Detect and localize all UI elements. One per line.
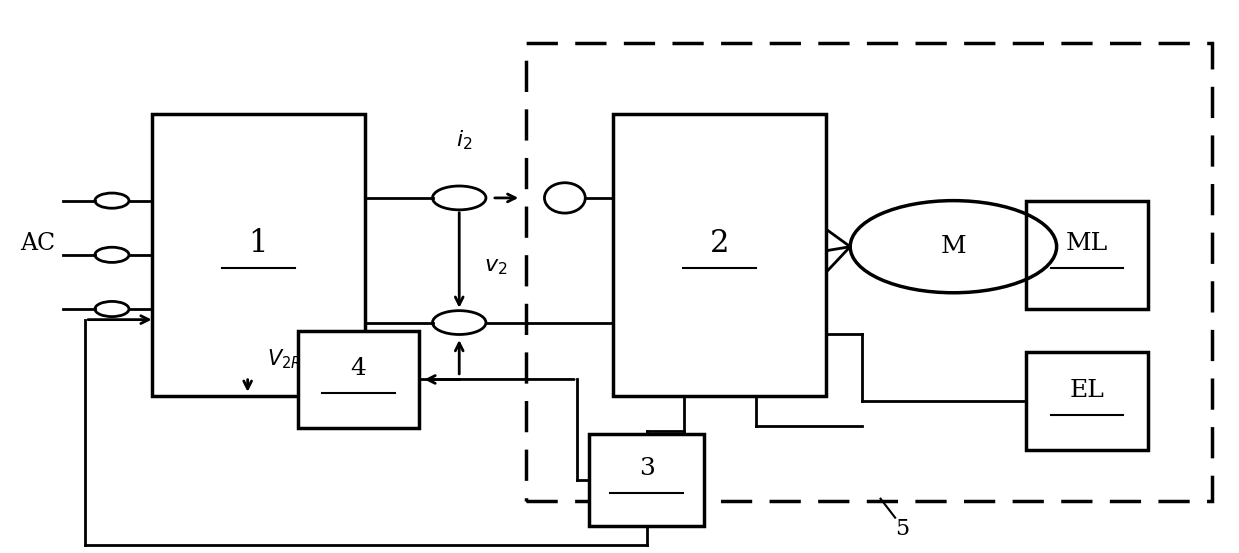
- Bar: [527, 44, 1212, 502]
- Text: AC: AC: [20, 232, 55, 255]
- Text: 4: 4: [351, 357, 367, 380]
- Text: M: M: [940, 235, 966, 258]
- Text: 1: 1: [249, 228, 268, 259]
- Text: $V_{2R}$: $V_{2R}$: [268, 347, 302, 371]
- Text: 3: 3: [639, 457, 654, 481]
- Bar: [152, 114, 364, 396]
- Text: ML: ML: [1066, 232, 1108, 255]
- Text: 2: 2: [710, 228, 730, 259]
- Text: EL: EL: [1069, 379, 1104, 402]
- Text: $i_2$: $i_2$: [456, 128, 472, 152]
- Ellipse shape: [544, 182, 585, 213]
- Text: 5: 5: [895, 518, 909, 540]
- Bar: [1026, 352, 1147, 450]
- Bar: [613, 114, 826, 396]
- Text: $v_2$: $v_2$: [483, 255, 507, 276]
- Bar: [589, 434, 705, 526]
- Bar: [297, 331, 419, 428]
- Bar: [1026, 201, 1147, 309]
